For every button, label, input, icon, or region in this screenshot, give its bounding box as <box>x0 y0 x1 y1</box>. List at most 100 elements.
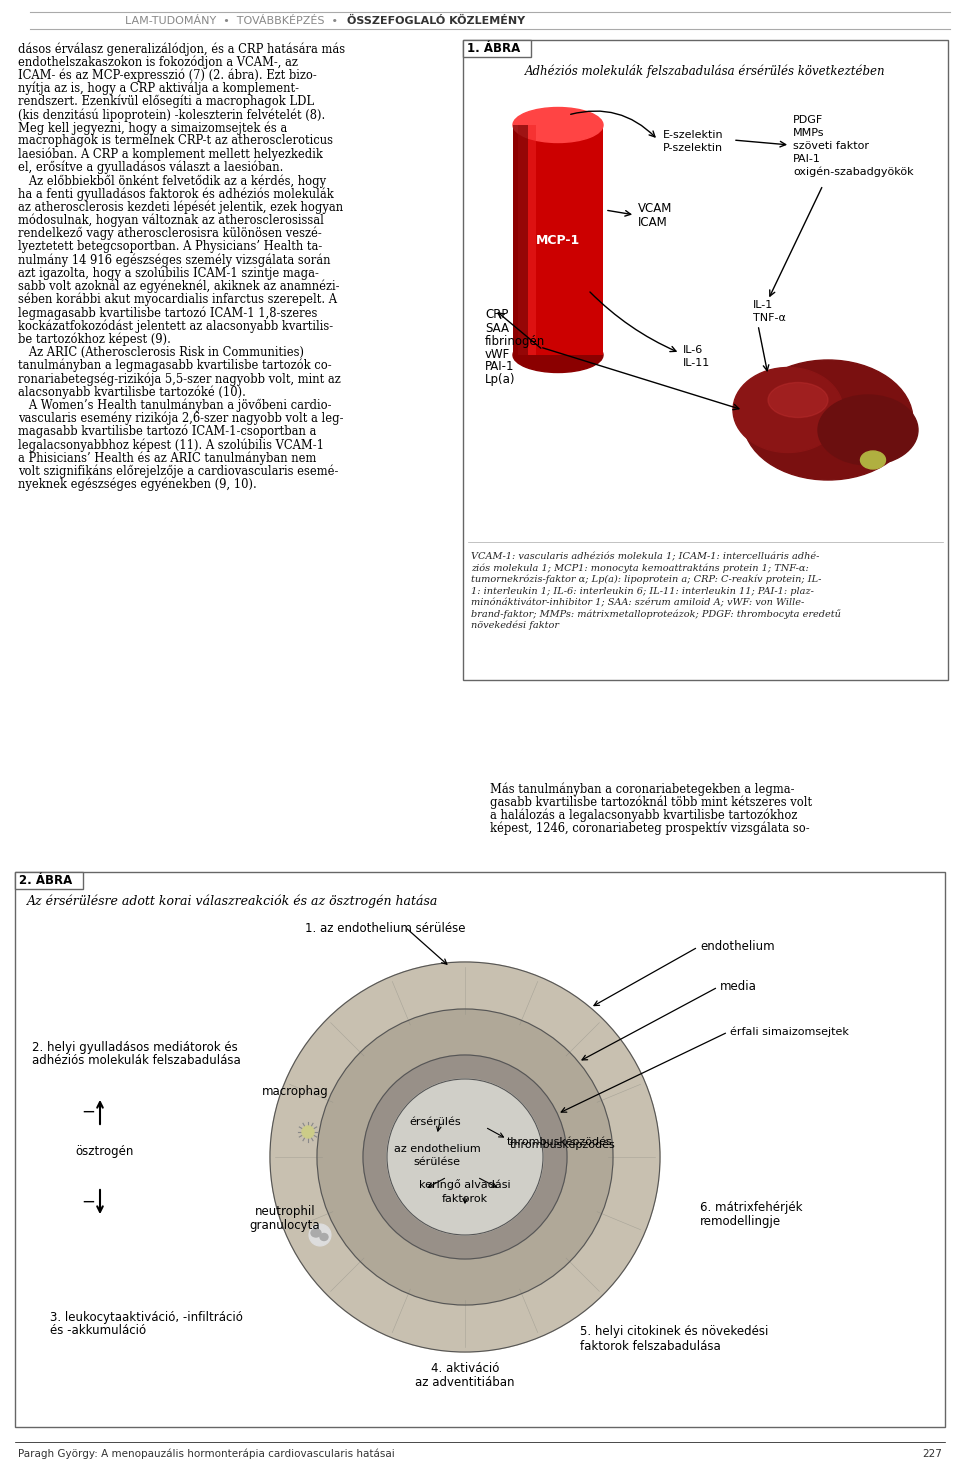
Text: Paragh György: A menopauzális hormonterápia cardiovascularis hatásai: Paragh György: A menopauzális hormonterá… <box>18 1448 395 1459</box>
Text: 1. az endothelium sérülése: 1. az endothelium sérülése <box>304 921 466 935</box>
Text: endothelszakaszokon is fokozódjon a VCAM-, az: endothelszakaszokon is fokozódjon a VCAM… <box>18 56 298 69</box>
Text: ösztrogén: ösztrogén <box>76 1145 134 1158</box>
Text: Lp(a): Lp(a) <box>485 374 516 387</box>
Text: VCAM: VCAM <box>638 203 672 215</box>
Text: 5. helyi citokinek és növekedési: 5. helyi citokinek és növekedési <box>580 1325 768 1338</box>
Text: fibrinogén: fibrinogén <box>485 334 545 347</box>
Text: thrombusképzödés: thrombusképzödés <box>507 1136 612 1147</box>
Text: növekedési faktor: növekedési faktor <box>471 621 559 630</box>
Text: laesióban. A CRP a komplement mellett helyezkedik: laesióban. A CRP a komplement mellett he… <box>18 147 323 160</box>
Text: Az előbbiekből önként felvetődik az a kérdés, hogy: Az előbbiekből önként felvetődik az a ké… <box>18 174 326 187</box>
Text: nulmány 14 916 egészséges személy vizsgálata során: nulmány 14 916 egészséges személy vizsgá… <box>18 253 330 266</box>
Text: SAA: SAA <box>485 321 509 334</box>
Ellipse shape <box>302 1126 314 1138</box>
Ellipse shape <box>818 394 918 465</box>
Text: ziós molekula 1; MCP1: monocyta kemoattraktáns protein 1; TNF-α:: ziós molekula 1; MCP1: monocyta kemoattr… <box>471 564 808 573</box>
Ellipse shape <box>311 1229 321 1236</box>
Text: P-szelektin: P-szelektin <box>663 143 723 153</box>
Text: lyeztetett betegcsoportban. A Physicians’ Health ta-: lyeztetett betegcsoportban. A Physicians… <box>18 240 323 253</box>
Text: 1. ÁBRA: 1. ÁBRA <box>467 43 520 54</box>
Text: legalacsonyabbhoz képest (11). A szolúbilis VCAM-1: legalacsonyabbhoz képest (11). A szolúbi… <box>18 439 324 452</box>
Text: MCP-1: MCP-1 <box>536 234 580 246</box>
Text: nyítja az is, hogy a CRP aktiválja a komplement-: nyítja az is, hogy a CRP aktiválja a kom… <box>18 81 299 96</box>
Text: E-szelektin: E-szelektin <box>663 130 724 140</box>
Ellipse shape <box>363 1055 567 1259</box>
FancyBboxPatch shape <box>513 125 528 355</box>
Text: Az érsérülésre adott korai válaszreakciók és az ösztrogén hatása: Az érsérülésre adott korai válaszreakció… <box>27 895 439 908</box>
Text: minónáktivátor-inhibitor 1; SAA: szérum amiloid A; vWF: von Wille-: minónáktivátor-inhibitor 1; SAA: széru… <box>471 598 804 606</box>
Text: Meg kell jegyezni, hogy a simaizomsejtek és a: Meg kell jegyezni, hogy a simaizomsejtek… <box>18 121 287 135</box>
Text: faktorok felszabadulása: faktorok felszabadulása <box>580 1340 721 1353</box>
Text: 2. ÁBRA: 2. ÁBRA <box>19 874 72 888</box>
Text: kockázatfokozódást jelentett az alacsonyabb kvartilis-: kockázatfokozódást jelentett az alacsony… <box>18 319 333 333</box>
Text: IL-6: IL-6 <box>683 344 704 355</box>
Text: az atherosclerosis kezdeti lépését jelentik, ezek hogyan: az atherosclerosis kezdeti lépését jelen… <box>18 200 343 213</box>
Text: −: − <box>81 1103 95 1122</box>
Text: képest, 1246, coronariabeteg prospektív vizsgálata so-: képest, 1246, coronariabeteg prospektív … <box>490 821 809 835</box>
Text: faktorok: faktorok <box>442 1194 488 1204</box>
Text: vascularis esemény rizikója 2,6-szer nagyobb volt a leg-: vascularis esemény rizikója 2,6-szer nag… <box>18 412 344 425</box>
Ellipse shape <box>733 368 843 452</box>
Text: sabb volt azoknál az egyéneknél, akiknek az anamnézi-: sabb volt azoknál az egyéneknél, akiknek… <box>18 280 340 293</box>
Bar <box>15 871 945 1426</box>
Ellipse shape <box>317 1008 613 1306</box>
Text: VCAM-1: vascularis adhéziós molekula 1; ICAM-1: intercelluáris adhé-: VCAM-1: vascularis adhéziós molekula 1; … <box>471 552 820 561</box>
Text: IL-1: IL-1 <box>753 300 773 311</box>
Text: tumornekrózis-faktor α; Lp(a): lipoprotein a; CRP: C-reakív protein; IL-: tumornekrózis-faktor α; Lp(a): lipoprote… <box>471 576 822 584</box>
Text: a halálozás a legalacsonyabb kvartilisbe tartozókhoz: a halálozás a legalacsonyabb kvartilisbe… <box>490 808 798 821</box>
Text: Az ARIC (Atherosclerosis Risk in Communities): Az ARIC (Atherosclerosis Risk in Communi… <box>18 346 304 359</box>
Text: sérülése: sérülése <box>414 1157 461 1167</box>
Text: ha a fenti gyulladásos faktorok és adhéziós molekulák: ha a fenti gyulladásos faktorok és adhéz… <box>18 187 334 200</box>
Text: az adventitiában: az adventitiában <box>416 1376 515 1390</box>
Ellipse shape <box>743 361 913 480</box>
Text: 3. leukocytaaktiváció, -infiltráció: 3. leukocytaaktiváció, -infiltráció <box>50 1310 243 1323</box>
Text: a Phisicians’ Health és az ARIC tanulmányban nem: a Phisicians’ Health és az ARIC tanulmán… <box>18 452 317 465</box>
Text: PAI-1: PAI-1 <box>485 361 515 374</box>
Text: nyeknek egészséges egyénekben (9, 10).: nyeknek egészséges egyénekben (9, 10). <box>18 477 256 492</box>
Text: brand-faktor; MMPs: mátrixmetalloproteázok; PDGF: thrombocyta eredetű: brand-faktor; MMPs: mátrixmetalloproteáz… <box>471 609 841 620</box>
Text: thrombusképzödés: thrombusképzödés <box>510 1139 615 1150</box>
Text: tanulmányban a legmagasabb kvartilisbe tartozók co-: tanulmányban a legmagasabb kvartilisbe t… <box>18 359 331 372</box>
Text: érsérülés: érsérülés <box>409 1117 461 1128</box>
Text: azt igazolta, hogy a szolúbilis ICAM-1 szintje maga-: azt igazolta, hogy a szolúbilis ICAM-1 s… <box>18 266 319 280</box>
Text: szöveti faktor: szöveti faktor <box>793 141 869 152</box>
Text: PAI-1: PAI-1 <box>793 155 821 163</box>
Text: 227: 227 <box>923 1448 942 1459</box>
FancyBboxPatch shape <box>518 125 536 355</box>
Ellipse shape <box>513 337 603 372</box>
Text: 6. mátrixfehérjék: 6. mátrixfehérjék <box>700 1201 803 1213</box>
Text: érfali simaizomsejtek: érfali simaizomsejtek <box>730 1027 849 1038</box>
Text: gasabb kvartilisbe tartozóknál több mint kétszeres volt: gasabb kvartilisbe tartozóknál több mint… <box>490 795 812 808</box>
Text: adhéziós molekulák felszabadulása: adhéziós molekulák felszabadulása <box>32 1054 241 1067</box>
Text: alacsonyabb kvartilisbe tartozóké (10).: alacsonyabb kvartilisbe tartozóké (10). <box>18 386 246 399</box>
Bar <box>463 40 531 57</box>
Text: Adhéziós molekulák felszabadulása érsérülés következtében: Adhéziós molekulák felszabadulása érsérü… <box>525 65 886 78</box>
Text: ICAM: ICAM <box>638 215 668 228</box>
Ellipse shape <box>387 1079 543 1235</box>
Text: TNF-α: TNF-α <box>753 314 786 322</box>
Text: remodellingje: remodellingje <box>700 1214 781 1228</box>
Text: magasabb kvartilisbe tartozó ICAM-1-csoportban a: magasabb kvartilisbe tartozó ICAM-1-csop… <box>18 425 317 439</box>
Text: MMPs: MMPs <box>793 128 825 138</box>
Text: LAM-TUDOMÁNY  •  TOVÁBBKÉPZÉS  •: LAM-TUDOMÁNY • TOVÁBBKÉPZÉS • <box>125 16 345 26</box>
Text: ronariabetegség-rizikója 5,5-szer nagyobb volt, mint az: ronariabetegség-rizikója 5,5-szer nagyob… <box>18 372 341 386</box>
Text: volt szignifikáns előrejelzője a cardiovascularis esemé-: volt szignifikáns előrejelzője a cardiov… <box>18 464 338 478</box>
Text: legmagasabb kvartilisbe tartozó ICAM-1 1,8-szeres: legmagasabb kvartilisbe tartozó ICAM-1 1… <box>18 306 318 319</box>
Text: −: − <box>81 1192 95 1211</box>
Text: macrophag: macrophag <box>262 1085 328 1098</box>
Text: vWF: vWF <box>485 347 511 361</box>
FancyBboxPatch shape <box>513 125 603 355</box>
Text: ICAM- és az MCP-expresszió (7) (2. ábra). Ezt bizo-: ICAM- és az MCP-expresszió (7) (2. ábra)… <box>18 68 317 82</box>
Text: be tartozókhoz képest (9).: be tartozókhoz képest (9). <box>18 333 171 346</box>
Text: az endothelium: az endothelium <box>394 1144 480 1154</box>
Text: Más tanulmányban a coronariabetegekben a legma-: Más tanulmányban a coronariabetegekben a… <box>490 782 795 795</box>
Ellipse shape <box>309 1225 331 1245</box>
Text: 1: interleukin 1; IL-6: interleukin 6; IL-11: interleukin 11; PAI-1: plaz-: 1: interleukin 1; IL-6: interleukin 6; I… <box>471 586 814 596</box>
Text: IL-11: IL-11 <box>683 358 710 368</box>
Text: dásos érválasz generalizálódjon, és a CRP hatására más: dásos érválasz generalizálódjon, és a CR… <box>18 43 346 56</box>
Bar <box>15 871 83 889</box>
Ellipse shape <box>768 383 828 418</box>
Text: 4. aktiváció: 4. aktiváció <box>431 1363 499 1375</box>
Text: neutrophil: neutrophil <box>254 1206 315 1219</box>
Text: media: media <box>720 980 756 994</box>
